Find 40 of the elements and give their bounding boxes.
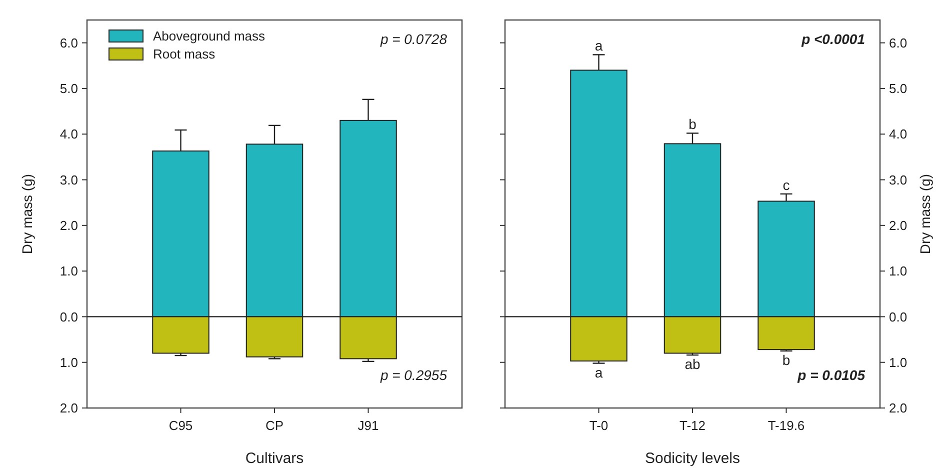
annotation: c: [782, 176, 790, 193]
y-tick-label: 1.0: [60, 354, 78, 370]
x-axis-title: Sodicity levels: [644, 450, 740, 467]
x-tick-label: T-19.6: [768, 418, 805, 433]
y2-tick-label: 0.0: [889, 309, 908, 324]
y-tick-label: 6.0: [60, 35, 78, 50]
y-tick-label: 4.0: [60, 126, 78, 142]
annotation: b: [782, 352, 790, 368]
y2-tick-label: 6.0: [889, 35, 908, 50]
x-tick-label: T-12: [679, 418, 706, 433]
x-tick-label: T-0: [589, 418, 608, 433]
annotation: a: [594, 364, 603, 380]
legend-label: Root mass: [153, 46, 216, 62]
y-tick-label: 3.0: [60, 172, 78, 188]
y2-tick-label: 1.0: [889, 264, 908, 279]
y2-tick-label: 4.0: [889, 126, 908, 142]
annotation: p <0.0001: [800, 31, 866, 47]
annotation: p = 0.0728: [379, 31, 448, 47]
y2-axis-title: Dry mass (g): [917, 174, 933, 254]
annotation: p = 0.0105: [796, 367, 866, 383]
y-tick-label: 1.0: [60, 264, 78, 279]
y-tick-label: 2.0: [60, 218, 78, 233]
y-tick-label: 0.0: [60, 309, 78, 324]
y2-tick-label: 5.0: [889, 81, 908, 96]
annotation: ab: [684, 356, 700, 372]
y-tick-label: 5.0: [60, 81, 78, 96]
y2-tick-label: 3.0: [889, 172, 908, 188]
y2-tick-label: 1.0: [889, 354, 908, 370]
y-tick-label: 2.0: [60, 400, 78, 416]
legend-label: Aboveground mass: [153, 28, 266, 44]
y2-tick-label: 2.0: [889, 218, 908, 233]
annotation: b: [688, 116, 697, 132]
y-axis-title: Dry mass (g): [19, 174, 35, 254]
y2-tick-label: 2.0: [889, 400, 908, 416]
x-tick-label: C95: [168, 418, 193, 433]
x-tick-label: CP: [265, 418, 284, 433]
x-axis-title: Cultivars: [245, 450, 304, 467]
annotation: p = 0.2955: [379, 367, 448, 383]
annotation: a: [594, 38, 603, 54]
x-tick-label: J91: [358, 418, 379, 433]
